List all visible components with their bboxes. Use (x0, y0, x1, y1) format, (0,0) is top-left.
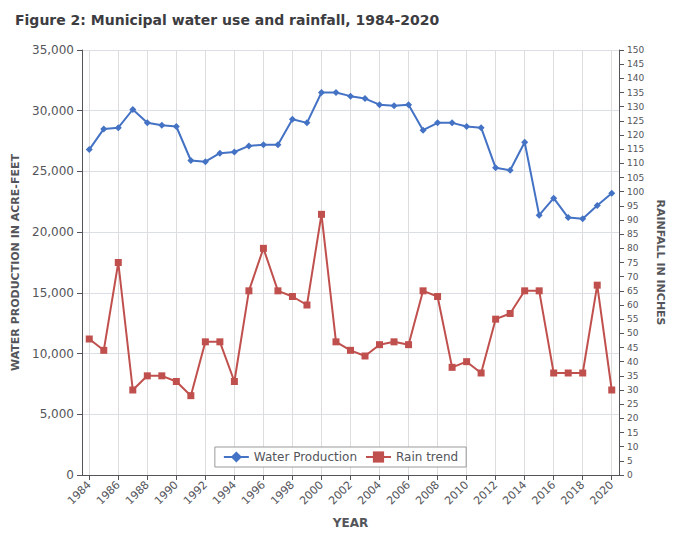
svg-text:60: 60 (627, 300, 639, 310)
svg-text:2006: 2006 (384, 478, 413, 507)
svg-text:10,000: 10,000 (32, 347, 74, 361)
svg-text:15: 15 (627, 428, 638, 438)
svg-text:1986: 1986 (94, 478, 123, 507)
svg-text:Water Production: Water Production (254, 450, 357, 464)
svg-text:0: 0 (627, 470, 633, 480)
svg-text:145: 145 (627, 59, 644, 69)
svg-text:2012: 2012 (471, 478, 500, 507)
svg-text:Rain trend: Rain trend (396, 450, 458, 464)
svg-text:2004: 2004 (355, 478, 384, 507)
svg-text:2018: 2018 (558, 478, 587, 507)
svg-text:2016: 2016 (529, 478, 558, 507)
svg-text:2002: 2002 (326, 478, 355, 507)
svg-text:10: 10 (627, 442, 639, 452)
svg-text:85: 85 (627, 229, 638, 239)
svg-text:100: 100 (627, 187, 644, 197)
svg-text:35: 35 (627, 371, 638, 381)
svg-text:65: 65 (627, 286, 638, 296)
svg-text:5,000: 5,000 (40, 407, 74, 421)
svg-text:1998: 1998 (268, 478, 297, 507)
svg-text:1992: 1992 (181, 478, 210, 507)
svg-text:0: 0 (66, 468, 74, 482)
svg-text:35,000: 35,000 (32, 43, 74, 57)
svg-text:YEAR: YEAR (332, 516, 368, 530)
svg-text:50: 50 (627, 328, 639, 338)
svg-text:1984: 1984 (65, 478, 94, 507)
svg-text:80: 80 (627, 243, 639, 253)
svg-text:1994: 1994 (210, 478, 239, 507)
svg-text:2010: 2010 (442, 478, 471, 507)
svg-text:2000: 2000 (297, 478, 326, 507)
svg-text:125: 125 (627, 116, 644, 126)
svg-text:WATER PRODUCTION IN ACRE-FEET: WATER PRODUCTION IN ACRE-FEET (9, 154, 22, 371)
svg-text:RAINFALL IN INCHES: RAINFALL IN INCHES (654, 199, 667, 325)
svg-text:1988: 1988 (123, 478, 152, 507)
svg-text:75: 75 (627, 258, 638, 268)
svg-text:25: 25 (627, 399, 638, 409)
svg-text:Figure 2: Municipal water use: Figure 2: Municipal water use and rainfa… (15, 12, 440, 28)
svg-text:2020: 2020 (587, 478, 616, 507)
svg-text:1996: 1996 (239, 478, 268, 507)
svg-text:90: 90 (627, 215, 639, 225)
svg-text:2008: 2008 (413, 478, 442, 507)
svg-text:25,000: 25,000 (32, 164, 74, 178)
svg-text:115: 115 (627, 144, 644, 154)
svg-text:20: 20 (627, 413, 639, 423)
svg-text:30: 30 (627, 385, 639, 395)
svg-text:1990: 1990 (152, 478, 181, 507)
svg-text:20,000: 20,000 (32, 225, 74, 239)
svg-text:30,000: 30,000 (32, 104, 74, 118)
svg-text:15,000: 15,000 (32, 286, 74, 300)
svg-text:150: 150 (627, 45, 644, 55)
svg-text:120: 120 (627, 130, 644, 140)
svg-text:140: 140 (627, 73, 644, 83)
svg-text:45: 45 (627, 343, 638, 353)
svg-text:105: 105 (627, 173, 644, 183)
svg-text:2014: 2014 (500, 478, 529, 507)
svg-text:5: 5 (627, 456, 633, 466)
svg-text:40: 40 (627, 357, 639, 367)
svg-text:70: 70 (627, 272, 639, 282)
svg-text:95: 95 (627, 201, 638, 211)
svg-text:55: 55 (627, 314, 638, 324)
svg-text:135: 135 (627, 88, 644, 98)
svg-text:110: 110 (627, 158, 644, 168)
svg-text:130: 130 (627, 102, 644, 112)
